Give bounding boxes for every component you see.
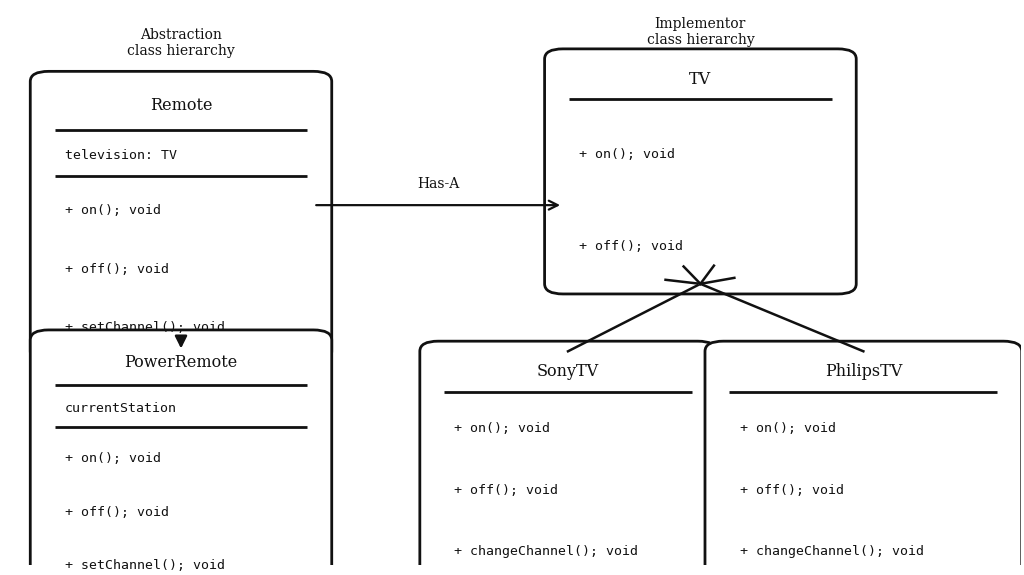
Text: + off(); void: + off(); void bbox=[65, 263, 169, 276]
Text: + setChannel(); void: + setChannel(); void bbox=[65, 321, 225, 335]
FancyBboxPatch shape bbox=[31, 330, 332, 575]
FancyBboxPatch shape bbox=[705, 341, 1022, 575]
Text: Remote: Remote bbox=[150, 97, 212, 114]
Text: SonyTV: SonyTV bbox=[537, 363, 599, 380]
Text: + on(); void: + on(); void bbox=[739, 422, 836, 435]
Text: PhilipsTV: PhilipsTV bbox=[824, 363, 902, 380]
Text: Abstraction
class hierarchy: Abstraction class hierarchy bbox=[127, 28, 234, 58]
Text: Implementor
class hierarchy: Implementor class hierarchy bbox=[646, 17, 755, 47]
Text: + off(); void: + off(); void bbox=[580, 240, 683, 254]
Text: + on(); void: + on(); void bbox=[580, 148, 675, 161]
Text: + on(); void: + on(); void bbox=[455, 422, 551, 435]
FancyBboxPatch shape bbox=[31, 71, 332, 362]
Text: PowerRemote: PowerRemote bbox=[124, 354, 238, 371]
Text: currentStation: currentStation bbox=[65, 401, 177, 415]
FancyBboxPatch shape bbox=[420, 341, 716, 575]
Text: + changeChannel(); void: + changeChannel(); void bbox=[455, 545, 638, 558]
Text: + on(); void: + on(); void bbox=[65, 205, 161, 217]
Text: TV: TV bbox=[689, 71, 712, 88]
Text: + off(); void: + off(); void bbox=[739, 484, 844, 497]
FancyBboxPatch shape bbox=[698, 283, 702, 285]
Text: + off(); void: + off(); void bbox=[455, 484, 558, 497]
Text: television: TV: television: TV bbox=[65, 149, 177, 162]
FancyBboxPatch shape bbox=[545, 49, 856, 294]
Text: + on(); void: + on(); void bbox=[65, 453, 161, 465]
Text: + setChannel(); void: + setChannel(); void bbox=[65, 559, 225, 573]
Text: + changeChannel(); void: + changeChannel(); void bbox=[739, 545, 924, 558]
Text: Has-A: Has-A bbox=[417, 177, 460, 191]
Text: + off(); void: + off(); void bbox=[65, 506, 169, 519]
